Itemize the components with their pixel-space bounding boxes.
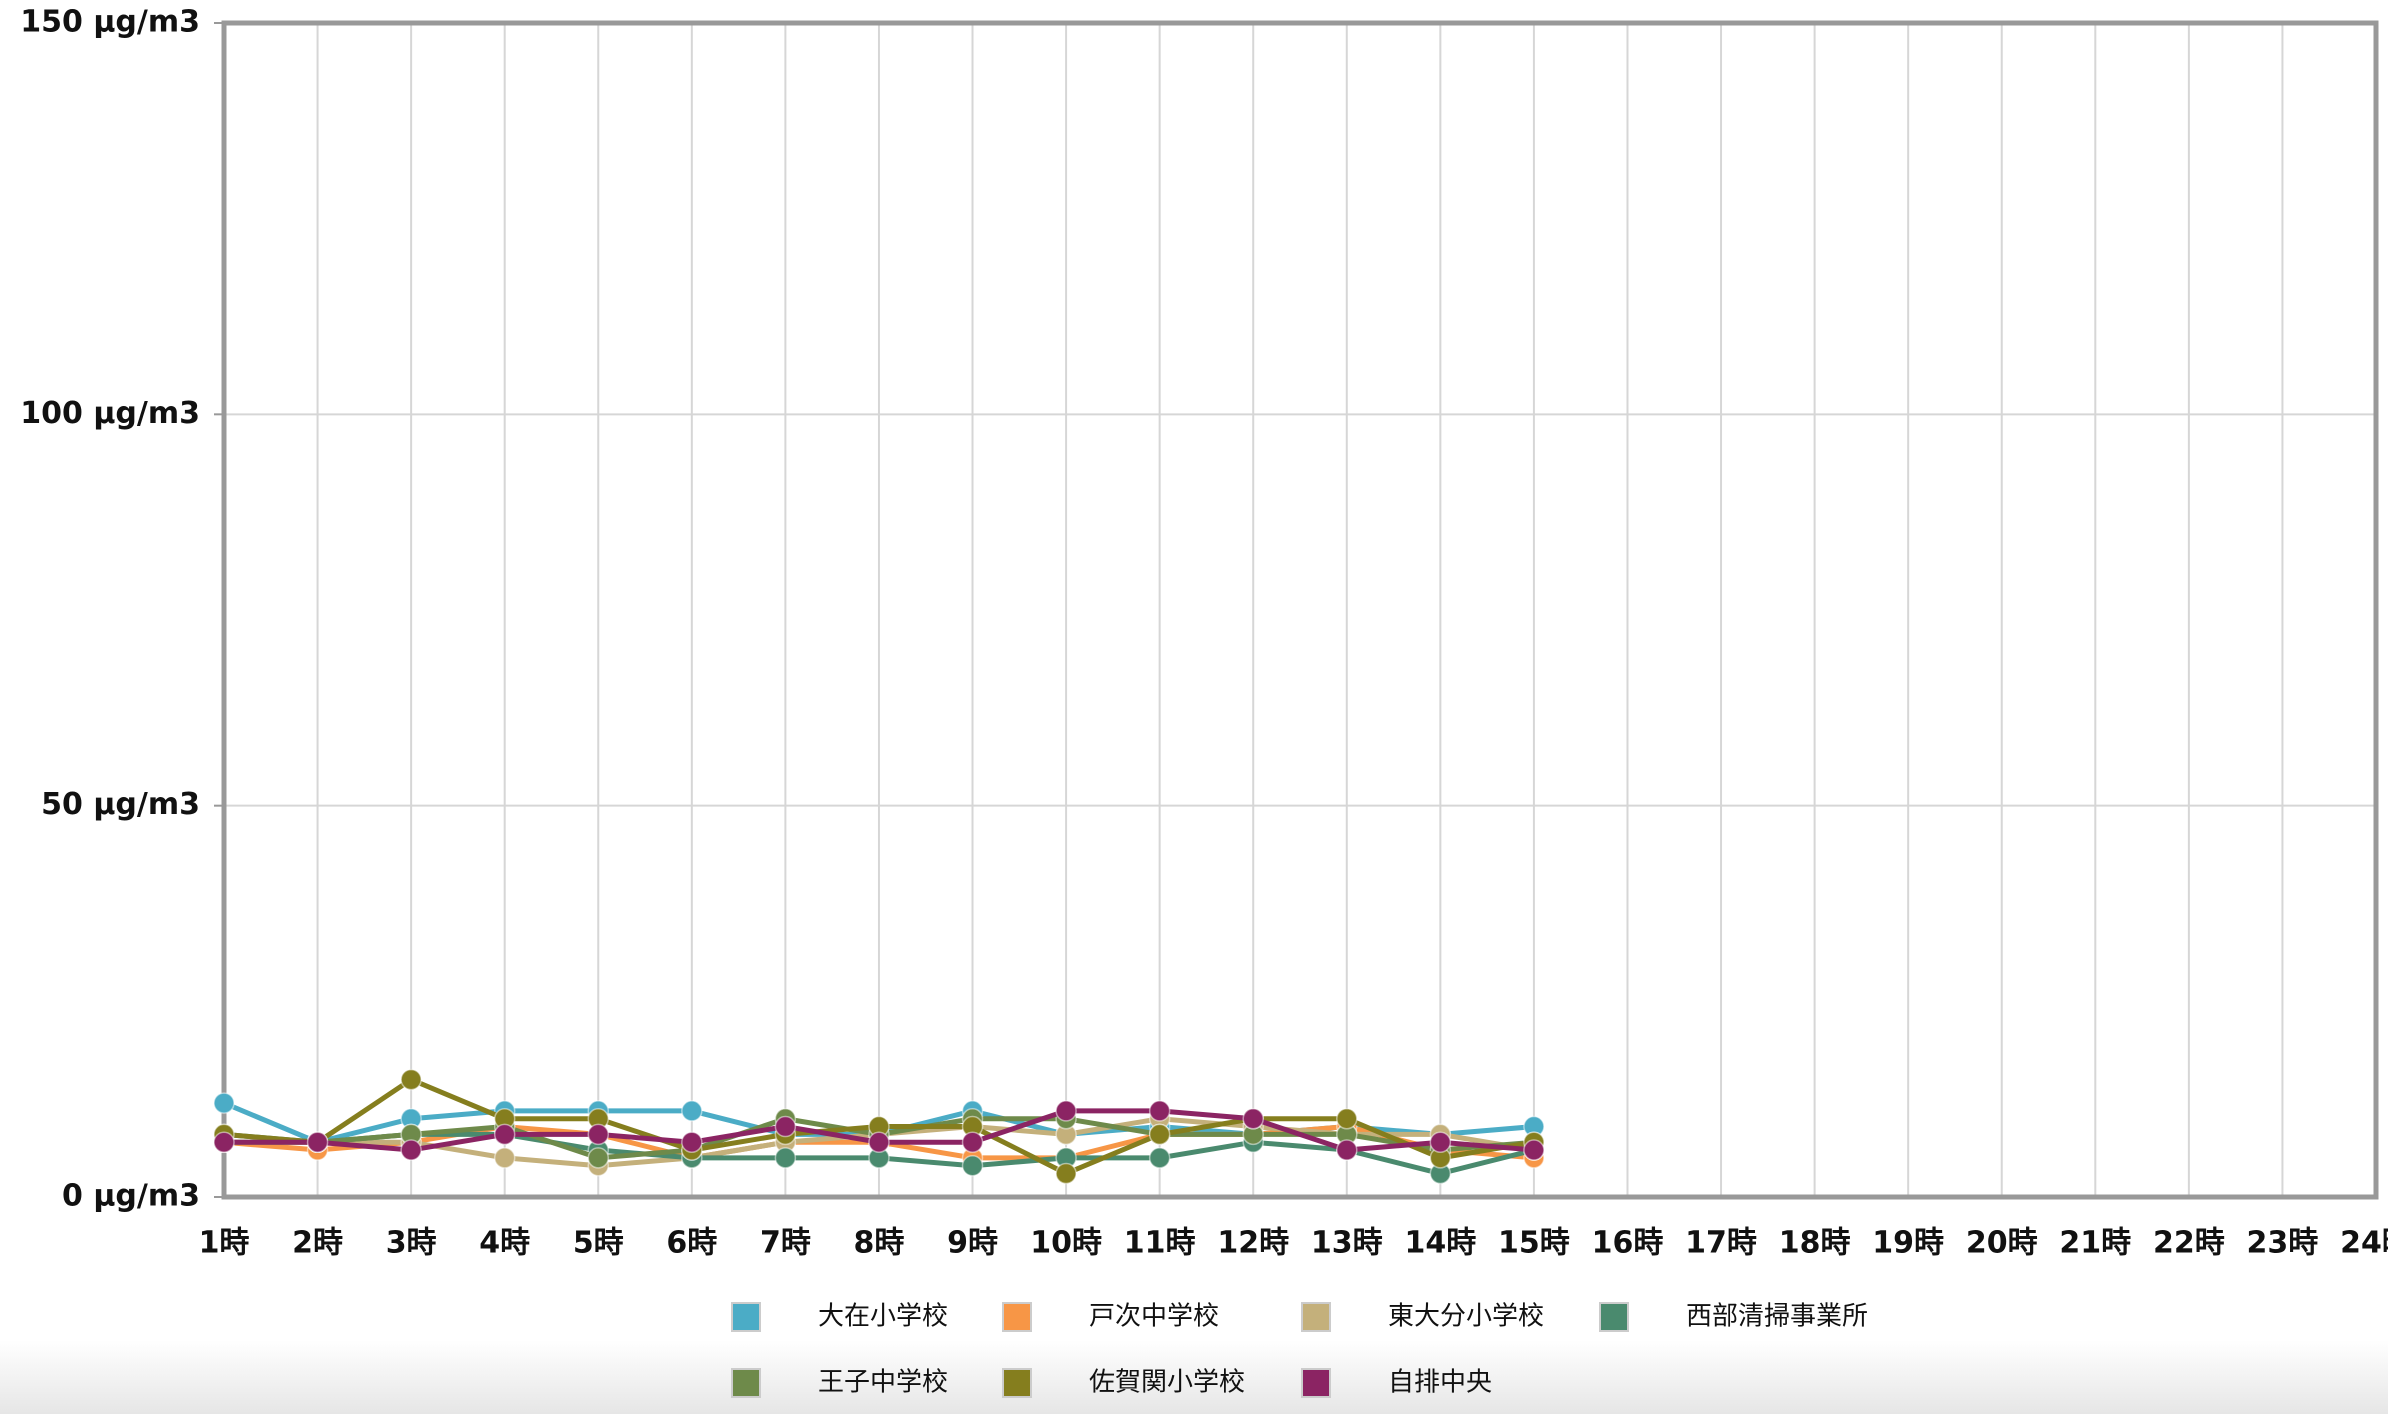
x-tick-label: 13時	[1311, 1226, 1383, 1261]
x-tick-label: 9時	[947, 1226, 998, 1261]
data-point	[493, 1147, 516, 1169]
x-tick-label: 14時	[1404, 1226, 1476, 1261]
x-tick-label: 21時	[2059, 1226, 2131, 1261]
y-tick-label: 50 μg/m3	[41, 787, 200, 822]
plot-frame	[221, 20, 2379, 1200]
data-point	[1336, 1107, 1358, 1130]
data-point	[1148, 1100, 1171, 1122]
data-point	[961, 1154, 984, 1177]
legend-swatch	[1301, 1368, 1331, 1398]
data-point	[400, 1068, 422, 1091]
legend-label: 戸次中学校	[1089, 1302, 1219, 1332]
x-tick-label: 20時	[1966, 1226, 2038, 1261]
x-tick-label: 24時	[2340, 1226, 2388, 1261]
data-point	[1523, 1139, 1545, 1161]
data-point	[1055, 1100, 1077, 1122]
data-point	[1242, 1107, 1264, 1130]
x-tick-label: 18時	[1779, 1226, 1851, 1261]
legend-swatch	[1002, 1302, 1032, 1332]
y-tick-label: 100 μg/m3	[20, 396, 200, 431]
x-tick-label: 11時	[1124, 1226, 1196, 1261]
legend-label: 大在小学校	[818, 1302, 948, 1332]
data-point	[774, 1115, 797, 1138]
legend-swatch	[1599, 1302, 1629, 1332]
data-point	[1148, 1123, 1171, 1146]
x-tick-label: 12時	[1217, 1226, 1289, 1261]
x-tick-label: 4時	[479, 1226, 530, 1261]
data-point	[400, 1139, 422, 1161]
legend-swatch	[731, 1302, 761, 1332]
data-point	[681, 1131, 703, 1153]
x-tick-label: 22時	[2153, 1226, 2225, 1261]
legend-label: 自排中央	[1388, 1368, 1492, 1398]
y-tick-label: 150 μg/m3	[20, 5, 200, 40]
x-tick-label: 7時	[760, 1226, 811, 1261]
data-point	[587, 1147, 610, 1169]
data-point	[681, 1100, 703, 1122]
legend-label: 東大分小学校	[1388, 1302, 1544, 1332]
x-tick-label: 6時	[666, 1226, 717, 1261]
y-tick-label: 0 μg/m3	[62, 1179, 200, 1214]
x-tick-label: 19時	[1872, 1226, 1944, 1261]
legend-label: 西部清掃事業所	[1686, 1302, 1868, 1332]
data-point	[1336, 1139, 1358, 1161]
data-point	[961, 1131, 984, 1153]
x-tick-label: 17時	[1685, 1226, 1757, 1261]
x-tick-label: 10時	[1030, 1226, 1102, 1261]
data-point	[493, 1123, 516, 1146]
data-point	[1429, 1131, 1452, 1153]
x-tick-label: 3時	[386, 1226, 437, 1261]
legend-label: 佐賀関小学校	[1089, 1368, 1245, 1398]
legend-swatch	[1301, 1302, 1331, 1332]
data-point	[587, 1123, 610, 1146]
legend-swatch	[1002, 1368, 1032, 1398]
data-point	[1148, 1147, 1171, 1169]
data-point	[774, 1147, 797, 1169]
x-tick-label: 8時	[854, 1226, 905, 1261]
legend-label: 王子中学校	[818, 1368, 948, 1398]
data-point	[213, 1131, 235, 1153]
x-tick-label: 23時	[2247, 1226, 2319, 1261]
x-tick-label: 5時	[573, 1226, 624, 1261]
footer-fade	[0, 1340, 2388, 1414]
data-point	[1055, 1162, 1077, 1185]
data-point	[213, 1092, 235, 1114]
x-tick-label: 2時	[292, 1226, 343, 1261]
data-point	[868, 1131, 890, 1153]
legend-swatch	[731, 1368, 761, 1398]
x-tick-label: 15時	[1498, 1226, 1570, 1261]
x-tick-label: 1時	[199, 1226, 250, 1261]
data-point	[306, 1131, 329, 1153]
x-tick-label: 16時	[1592, 1226, 1664, 1261]
